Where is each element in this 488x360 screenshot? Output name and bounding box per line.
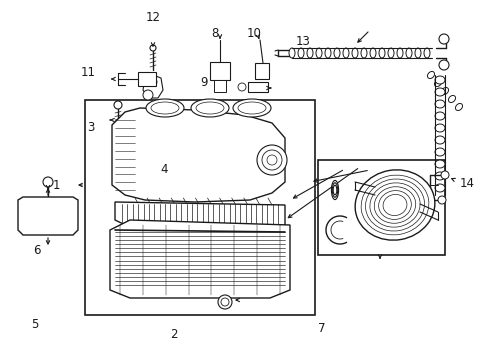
Ellipse shape (441, 87, 447, 95)
Text: 10: 10 (246, 27, 261, 40)
Ellipse shape (387, 48, 393, 58)
Ellipse shape (427, 72, 434, 78)
Ellipse shape (434, 136, 444, 144)
Ellipse shape (191, 99, 228, 117)
Ellipse shape (288, 48, 294, 58)
Circle shape (238, 83, 245, 91)
Ellipse shape (434, 148, 444, 156)
Text: 1: 1 (52, 179, 60, 192)
Circle shape (114, 101, 122, 109)
Ellipse shape (434, 124, 444, 132)
Ellipse shape (434, 160, 444, 168)
Text: 3: 3 (86, 121, 94, 134)
Text: 6: 6 (33, 244, 41, 257)
Ellipse shape (434, 76, 444, 84)
Circle shape (257, 145, 286, 175)
Text: 2: 2 (169, 328, 177, 341)
Ellipse shape (146, 99, 183, 117)
Circle shape (440, 171, 448, 179)
Ellipse shape (434, 112, 444, 120)
Text: 5: 5 (31, 318, 39, 331)
Ellipse shape (331, 180, 338, 199)
Ellipse shape (434, 172, 444, 180)
Bar (247, 82, 267, 92)
Circle shape (438, 60, 448, 70)
Circle shape (438, 34, 448, 44)
Ellipse shape (332, 183, 337, 197)
Text: 12: 12 (145, 11, 160, 24)
Polygon shape (115, 202, 285, 232)
Text: 4: 4 (160, 163, 167, 176)
Circle shape (150, 45, 156, 51)
Ellipse shape (151, 102, 179, 114)
Ellipse shape (369, 48, 375, 58)
Circle shape (218, 295, 231, 309)
Bar (214, 80, 225, 92)
Ellipse shape (196, 102, 224, 114)
Ellipse shape (232, 99, 270, 117)
Ellipse shape (354, 170, 434, 240)
Text: 11: 11 (80, 66, 95, 78)
Ellipse shape (360, 48, 366, 58)
Ellipse shape (378, 48, 384, 58)
Text: 14: 14 (459, 177, 474, 190)
Text: 8: 8 (211, 27, 219, 40)
Polygon shape (112, 108, 285, 202)
Polygon shape (142, 75, 163, 98)
Circle shape (266, 155, 276, 165)
Bar (85, 100, 314, 315)
Ellipse shape (333, 48, 339, 58)
Ellipse shape (315, 48, 321, 58)
Circle shape (149, 78, 157, 86)
Text: 7: 7 (317, 322, 325, 335)
Circle shape (142, 90, 153, 100)
Ellipse shape (423, 48, 429, 58)
Polygon shape (110, 220, 289, 298)
Ellipse shape (447, 95, 455, 103)
Ellipse shape (414, 48, 420, 58)
Ellipse shape (454, 103, 462, 111)
Ellipse shape (351, 48, 357, 58)
Ellipse shape (342, 48, 348, 58)
Text: 13: 13 (295, 35, 310, 48)
Polygon shape (18, 197, 78, 235)
Circle shape (262, 150, 282, 170)
Ellipse shape (434, 88, 444, 96)
Ellipse shape (332, 185, 336, 195)
Ellipse shape (297, 48, 304, 58)
Text: 9: 9 (200, 76, 207, 89)
Bar (254, 63, 268, 79)
Ellipse shape (238, 102, 265, 114)
Bar (209, 62, 229, 80)
Ellipse shape (405, 48, 411, 58)
Circle shape (43, 177, 53, 187)
Ellipse shape (306, 48, 312, 58)
Ellipse shape (325, 48, 330, 58)
Circle shape (437, 196, 445, 204)
Ellipse shape (434, 184, 444, 192)
Bar (138, 72, 156, 86)
Ellipse shape (433, 80, 441, 86)
Bar (317, 160, 444, 255)
Ellipse shape (396, 48, 402, 58)
Ellipse shape (434, 100, 444, 108)
Circle shape (221, 298, 228, 306)
